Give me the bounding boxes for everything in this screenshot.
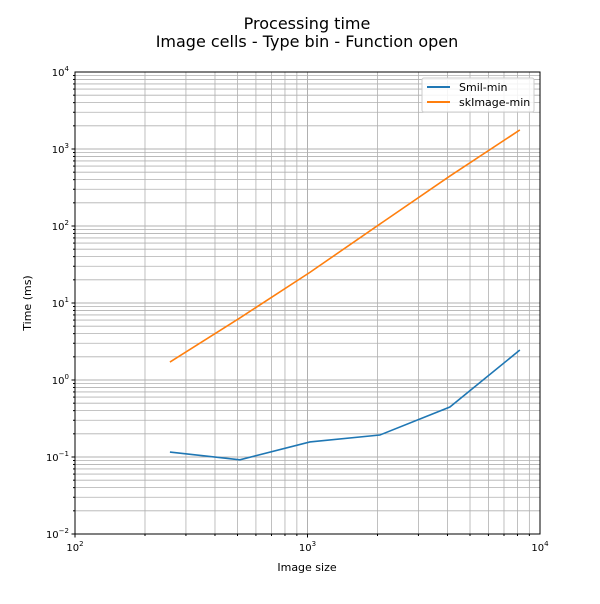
y-tick-exponent: 2 xyxy=(65,219,69,227)
y-tick-label: 103 xyxy=(52,142,69,156)
y-tick-base: 10 xyxy=(52,299,65,310)
y-tick-base: 10 xyxy=(52,145,65,156)
y-tick-exponent: 1 xyxy=(65,296,69,304)
y-tick-label: 104 xyxy=(52,65,70,79)
plot-frame xyxy=(74,71,541,535)
x-tick-base: 10 xyxy=(299,543,312,554)
y-tick-exponent: 0 xyxy=(65,373,69,381)
x-tick-base: 10 xyxy=(66,543,79,554)
grid xyxy=(71,72,540,538)
legend-label-skimage: skImage-min xyxy=(459,96,530,109)
chart-title: Processing time xyxy=(244,14,371,33)
y-tick-base: 10 xyxy=(52,68,65,79)
y-tick-label: 10−2 xyxy=(46,527,69,541)
y-tick-exponent: −2 xyxy=(59,527,69,535)
y-tick-label: 10−1 xyxy=(46,450,69,464)
x-tick-exponent: 3 xyxy=(312,540,316,548)
y-axis-label: Time (ms) xyxy=(21,275,34,331)
x-tick-label: 104 xyxy=(531,540,549,554)
y-tick-label: 100 xyxy=(52,373,69,387)
y-tick-base: 10 xyxy=(52,222,65,233)
x-tick-label: 103 xyxy=(299,540,316,554)
y-tick-base: 10 xyxy=(46,530,59,541)
legend: Smil-min skImage-min xyxy=(421,77,535,113)
legend-label-smil: Smil-min xyxy=(459,81,508,94)
y-tick-exponent: 3 xyxy=(65,142,69,150)
y-tick-base: 10 xyxy=(46,453,59,464)
x-tick-label: 102 xyxy=(66,540,83,554)
x-tick-exponent: 2 xyxy=(79,540,83,548)
y-tick-exponent: 4 xyxy=(65,65,70,73)
series-lines xyxy=(169,129,521,461)
series-line-skimage-min xyxy=(169,129,521,363)
chart-subtitle: Image cells - Type bin - Function open xyxy=(156,32,459,51)
series-line-smil-min xyxy=(169,349,521,461)
x-tick-exponent: 4 xyxy=(544,540,549,548)
y-tick-label: 101 xyxy=(52,296,69,310)
x-tick-base: 10 xyxy=(531,543,544,554)
y-tick-label: 102 xyxy=(52,219,69,233)
y-tick-exponent: −1 xyxy=(59,450,69,458)
y-tick-base: 10 xyxy=(52,376,65,387)
x-axis-label: Image size xyxy=(277,561,337,574)
